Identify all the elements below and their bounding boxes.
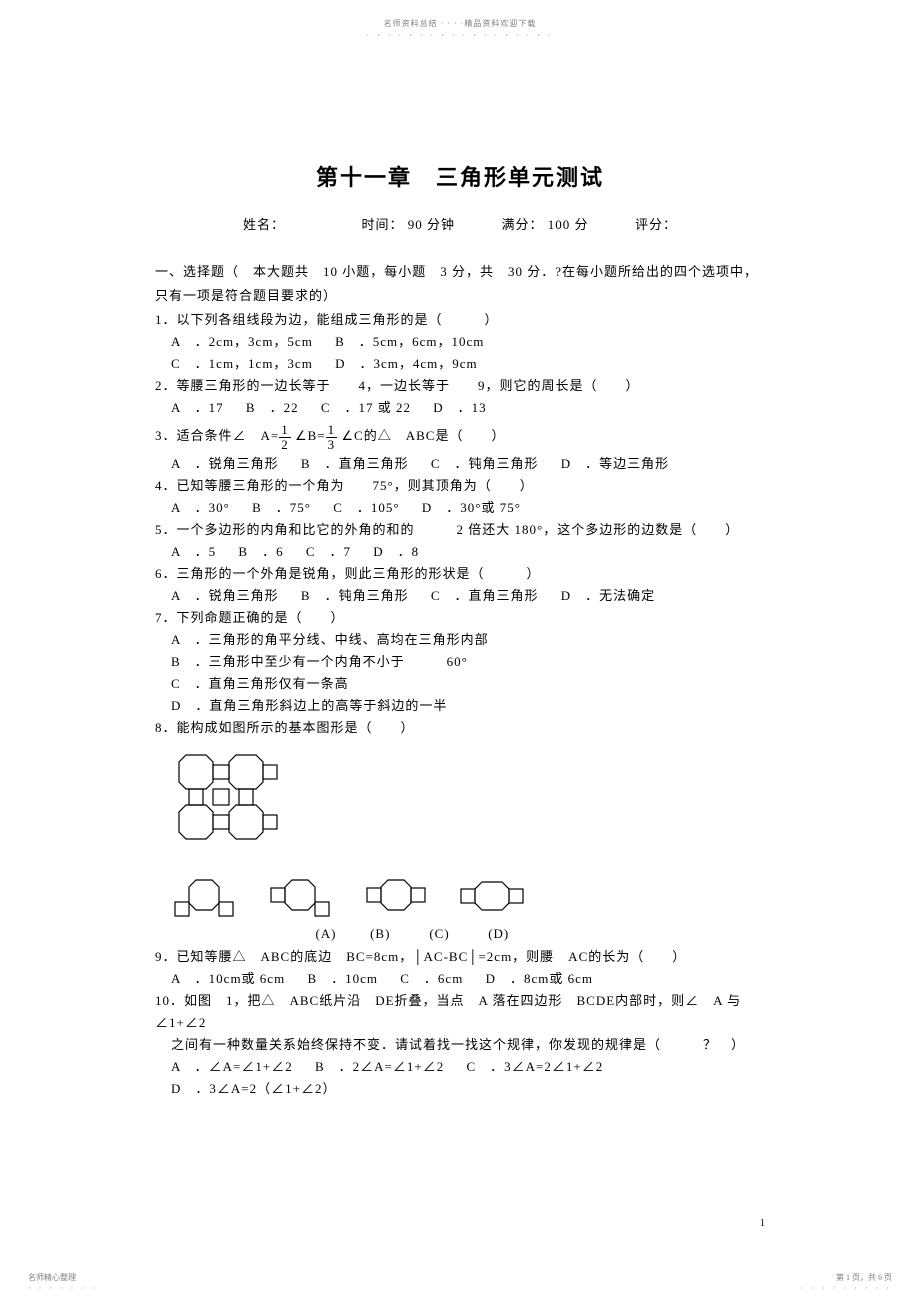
footer-dots-right: · · · · · · · · · <box>801 1284 892 1293</box>
q7-optC: C ．直角三角形仅有一条高 <box>155 673 765 695</box>
q1-text: 1．以下列各组线段为边，能组成三角形的是（ ） <box>155 309 765 331</box>
q8-option-figures <box>171 874 765 922</box>
q4-optC: C ．105° <box>333 497 399 519</box>
q3-suffix: ∠C的△ ABC是（ ） <box>341 428 505 443</box>
section-head-2: 只有一项是符合题目要求的） <box>155 285 765 307</box>
q7-optA: A ．三角形的角平分线、中线、高均在三角形内部 <box>155 629 765 651</box>
name-label: 姓名： <box>243 214 285 233</box>
header-dots: · · · · · · · · · · · · · · · · · · <box>0 31 920 40</box>
footer-left: 名师精心整理 <box>28 1272 76 1283</box>
q8-figA <box>171 874 243 922</box>
q6-optA: A ．锐角三角形 <box>171 585 279 607</box>
q9-optB: B ．10cm <box>307 968 378 990</box>
q7-text: 7．下列命题正确的是（ ） <box>155 607 765 629</box>
time-label: 时间： <box>361 214 403 233</box>
q5-optD: D ．8 <box>373 541 419 563</box>
q5-optA: A ．5 <box>171 541 216 563</box>
time-value: 90 分钟 <box>408 214 455 233</box>
footer-right: 第 1 页，共 6 页 <box>836 1272 892 1283</box>
q2-optD: D ．13 <box>433 397 486 419</box>
q3-options: A ．锐角三角形 B ．直角三角形 C ．钝角三角形 D ．等边三角形 <box>155 453 765 475</box>
q6-optC: C ．直角三角形 <box>431 585 539 607</box>
q3-prefix: 3．适合条件∠ A= <box>155 428 279 443</box>
q8-labelB: (B) <box>355 926 405 942</box>
q8-text: 8．能构成如图所示的基本图形是（ ） <box>155 717 765 739</box>
score-label: 满分： <box>502 214 544 233</box>
q8-figD <box>459 874 531 922</box>
q3-optD: D ．等边三角形 <box>561 453 669 475</box>
q8-figC <box>363 874 435 922</box>
q3-frac2: 13 <box>326 423 338 452</box>
q9-text: 9．已知等腰△ ABC的底边 BC=8cm，│AC-BC│=2cm，则腰 AC的… <box>155 946 765 968</box>
q4-optD: D ．30°或 75° <box>422 497 521 519</box>
q2-optA: A ．17 <box>171 397 224 419</box>
q3-frac1: 12 <box>279 423 291 452</box>
q8-main-figure <box>171 745 765 864</box>
q8-labelC: (C) <box>410 926 470 942</box>
q2-optC: C ．17 或 22 <box>321 397 411 419</box>
q5-options: A ．5 B ．6 C ．7 D ．8 <box>155 541 765 563</box>
q10-optC: C ．3∠A=2∠1+∠2 <box>466 1056 603 1078</box>
q9-optA: A ．10cm或 6cm <box>171 968 285 990</box>
q6-optD: D ．无法确定 <box>561 585 655 607</box>
section-head-1: 一、选择题（ 本大题共 10 小题，每小题 3 分，共 30 分．?在每小题所给… <box>155 261 765 283</box>
q9-optC: C ．6cm <box>400 968 463 990</box>
page-number: 1 <box>760 1218 765 1229</box>
q2-text: 2．等腰三角形的一边长等于 4，一边长等于 9，则它的周长是（ ） <box>155 375 765 397</box>
q8-labelD: (D) <box>474 926 524 942</box>
q7-optD: D ．直角三角形斜边上的高等于斜边的一半 <box>155 695 765 717</box>
q10-optA: A ．∠A=∠1+∠2 <box>171 1056 293 1078</box>
q6-text: 6．三角形的一个外角是锐角，则此三角形的形状是（ ） <box>155 563 765 585</box>
q5-optB: B ．6 <box>238 541 283 563</box>
q1-options-2: C ．1cm，1cm，3cm D ．3cm，4cm，9cm <box>155 353 765 375</box>
footer-dots-left: · · · · · · · <box>28 1284 98 1293</box>
q4-optA: A ．30° <box>171 497 230 519</box>
q2-optB: B ．22 <box>246 397 299 419</box>
q3-mid: ∠B= <box>295 428 326 443</box>
q5-text: 5．一个多边形的内角和比它的外角的和的 2 倍还大 180°，这个多边形的边数是… <box>155 519 765 541</box>
q10-optB: B ．2∠A=∠1+∠2 <box>315 1056 444 1078</box>
q4-optB: B ．75° <box>252 497 311 519</box>
q6-optB: B ．钝角三角形 <box>301 585 409 607</box>
header-text: 名师资料总结 · · · ·精品资料欢迎下载 <box>0 0 920 29</box>
rating-label: 评分： <box>635 214 677 233</box>
q3-optC: C ．钝角三角形 <box>431 453 539 475</box>
q1-optD: D ．3cm，4cm，9cm <box>335 353 478 375</box>
meta-line: 姓名： 时间： 90 分钟 满分： 100 分 评分： <box>155 214 765 233</box>
q1-optC: C ．1cm，1cm，3cm <box>171 353 313 375</box>
page-title: 第十一章 三角形单元测试 <box>155 160 765 192</box>
q9-options: A ．10cm或 6cm B ．10cm C ．6cm D ．8cm或 6cm <box>155 968 765 990</box>
q6-options: A ．锐角三角形 B ．钝角三角形 C ．直角三角形 D ．无法确定 <box>155 585 765 607</box>
q10-text2: 之间有一种数量关系始终保持不变．请试着找一找这个规律，你发现的规律是（ ？ ） <box>155 1034 765 1056</box>
q8-figB <box>267 874 339 922</box>
q8-labelA: (A) <box>301 926 351 942</box>
q1-optB: B ．5cm，6cm，10cm <box>335 331 484 353</box>
q8-labels: (A) (B) (C) (D) <box>171 926 765 942</box>
q10-optD: D ．3∠A=2（∠1+∠2） <box>171 1078 336 1100</box>
q10-text1: 10．如图 1，把△ ABC纸片沿 DE折叠，当点 A 落在四边形 BCDE内部… <box>155 990 765 1034</box>
q9-optD: D ．8cm或 6cm <box>486 968 593 990</box>
score-value: 100 分 <box>548 214 589 233</box>
q3-text: 3．适合条件∠ A=12 ∠B=13 ∠C的△ ABC是（ ） <box>155 419 765 453</box>
content-area: 第十一章 三角形单元测试 姓名： 时间： 90 分钟 满分： 100 分 评分：… <box>0 40 920 1100</box>
q5-optC: C ．7 <box>306 541 351 563</box>
q1-options-1: A ．2cm，3cm，5cm B ．5cm，6cm，10cm <box>155 331 765 353</box>
q3-optB: B ．直角三角形 <box>301 453 409 475</box>
q10-options: A ．∠A=∠1+∠2 B ．2∠A=∠1+∠2 C ．3∠A=2∠1+∠2 D… <box>155 1056 765 1100</box>
q3-optA: A ．锐角三角形 <box>171 453 279 475</box>
q1-optA: A ．2cm，3cm，5cm <box>171 331 313 353</box>
q4-text: 4．已知等腰三角形的一个角为 75°，则其顶角为（ ） <box>155 475 765 497</box>
q2-options: A ．17 B ．22 C ．17 或 22 D ．13 <box>155 397 765 419</box>
q4-options: A ．30° B ．75° C ．105° D ．30°或 75° <box>155 497 765 519</box>
q7-optB: B ．三角形中至少有一个内角不小于 60° <box>155 651 765 673</box>
